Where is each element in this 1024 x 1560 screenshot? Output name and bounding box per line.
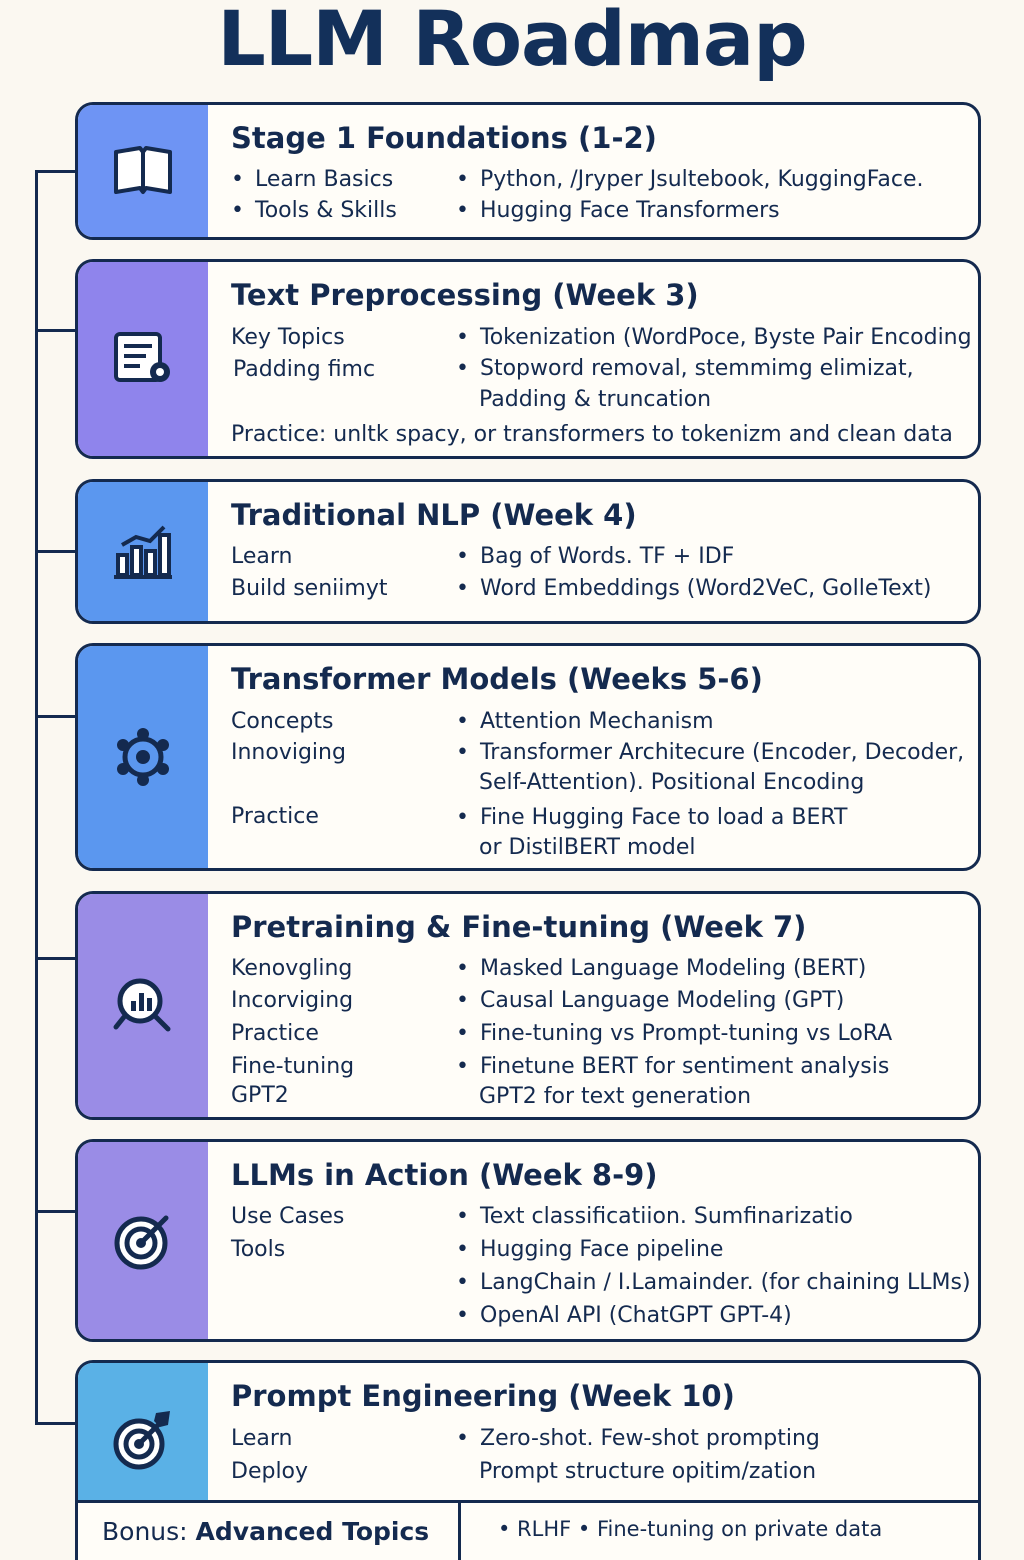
target-icon bbox=[114, 1215, 169, 1269]
bullet-item: • Hugging Face pipeline bbox=[456, 1237, 724, 1262]
timeline-spine bbox=[35, 172, 38, 1424]
network-gear-icon bbox=[117, 728, 169, 786]
bullet-continuation: Padding & truncation bbox=[479, 387, 712, 412]
stage-title: Pretraining & Fine-tuning (Week 7) bbox=[231, 910, 807, 944]
timeline-connector bbox=[35, 957, 77, 960]
bullet-item: • Fine Hugging Face to load a BERT bbox=[456, 805, 848, 830]
stage-label: Fine-tuning bbox=[231, 1054, 355, 1079]
stage-label: Practice bbox=[231, 804, 319, 829]
timeline-connector bbox=[35, 329, 77, 332]
stage-label: Use Cases bbox=[231, 1204, 345, 1229]
open-book-icon bbox=[114, 146, 172, 194]
stage-label: Learn bbox=[231, 544, 293, 569]
bullet-item: • Hugging Face Transformers bbox=[456, 198, 780, 223]
stage-stripe bbox=[78, 646, 208, 868]
stage-label: Innoviging bbox=[231, 740, 346, 765]
stage-label: Padding fimc bbox=[233, 357, 376, 382]
stage-title: LLMs in Action (Week 8-9) bbox=[231, 1158, 658, 1192]
bullet-item: • LangChain / I.Lamainder. (for chaining … bbox=[456, 1270, 971, 1295]
bonus-section: Bonus: Advanced Topics • RLHF • Fine-tun… bbox=[75, 1500, 981, 1560]
stage-card-pretraining-finetuning: Pretraining & Fine-tuning (Week 7) Kenov… bbox=[75, 891, 981, 1120]
stage-label: Concepts bbox=[231, 709, 334, 734]
stage-title: Transformer Models (Weeks 5-6) bbox=[231, 662, 763, 696]
bullet-item: • Zero-shot. Few-shot prompting bbox=[456, 1426, 820, 1451]
stage-stripe bbox=[78, 262, 208, 456]
stage-stripe bbox=[78, 482, 208, 621]
stage-card-traditional-nlp: Traditional NLP (Week 4) Learn Build sen… bbox=[75, 479, 981, 624]
stage-label: Learn bbox=[231, 1426, 293, 1451]
stage-label: Practice bbox=[231, 1021, 319, 1046]
page-title: LLM Roadmap bbox=[217, 0, 807, 83]
bullet-item: • Attention Mechanism bbox=[456, 709, 714, 734]
bullet-item: • Tools & Skills bbox=[231, 198, 397, 223]
bullet-item: • Word Embeddings (Word2VeC, GolleText) bbox=[456, 576, 932, 601]
timeline-connector bbox=[35, 715, 77, 718]
bullet-continuation: Self-Attention). Positional Encoding bbox=[479, 770, 865, 795]
bullet-continuation: Prompt structure opitim/zation bbox=[479, 1459, 817, 1484]
bullet-item: • Causal Language Modeling (GPT) bbox=[456, 988, 845, 1013]
stage-label: Deploy bbox=[231, 1459, 309, 1484]
stage-title: Traditional NLP (Week 4) bbox=[231, 498, 637, 532]
stage-card-transformer-models: Transformer Models (Weeks 5-6) Concepts … bbox=[75, 643, 981, 871]
bullet-item: • Finetune BERT for sentiment analysis bbox=[456, 1054, 890, 1079]
stage-card-prompt-engineering: Prompt Engineering (Week 10) Learn Deplo… bbox=[75, 1360, 981, 1520]
stage-label: Incorviging bbox=[231, 988, 354, 1013]
stage-label: GPT2 bbox=[231, 1083, 289, 1108]
stage-title: Stage 1 Foundations (1-2) bbox=[231, 121, 657, 155]
stage-card-foundations: Stage 1 Foundations (1-2) • Learn Basics … bbox=[75, 102, 981, 240]
stage-stripe bbox=[78, 105, 208, 237]
bonus-heading: Bonus: Advanced Topics bbox=[102, 1517, 430, 1546]
bullet-continuation: or DistilBERT model bbox=[479, 835, 696, 860]
bullet-item: • Learn Basics bbox=[231, 167, 394, 192]
bullet-item: • Python, /Jryper Jsultebook, KuggingFace… bbox=[456, 167, 924, 192]
magnifier-chart-icon bbox=[113, 978, 171, 1031]
stage-title: Text Preprocessing (Week 3) bbox=[231, 278, 699, 312]
bullet-item: • OpenAl API (ChatGPT GPT-4) bbox=[456, 1303, 792, 1328]
document-gear-icon bbox=[114, 332, 170, 382]
bonus-divider bbox=[458, 1503, 461, 1560]
timeline-connector bbox=[35, 1210, 77, 1213]
bullet-item: • Transformer Architecure (Encoder, Decod… bbox=[456, 740, 965, 765]
timeline-connector bbox=[35, 550, 77, 553]
bullet-item: • Tokenization (WordPoce, Byste Pair Enco… bbox=[456, 325, 972, 350]
stage-stripe bbox=[78, 1363, 208, 1517]
stage-label: Key Topics bbox=[231, 325, 345, 350]
target-arrow-icon bbox=[113, 1411, 170, 1470]
timeline-connector bbox=[35, 170, 77, 173]
stage-label: Build seniimyt bbox=[231, 576, 388, 601]
stage-card-llms-in-action: LLMs in Action (Week 8-9) Use Cases Tool… bbox=[75, 1139, 981, 1342]
stage-stripe bbox=[78, 894, 208, 1117]
stage-title: Prompt Engineering (Week 10) bbox=[231, 1379, 735, 1413]
bar-chart-icon bbox=[114, 525, 172, 579]
stage-label: Kenovgling bbox=[231, 956, 353, 981]
stage-stripe bbox=[78, 1142, 208, 1339]
bullet-item: • Fine-tuning vs Prompt-tuning vs LoRA bbox=[456, 1021, 893, 1046]
practice-note: Practice: unltk spacy, or transformers t… bbox=[231, 422, 953, 447]
stage-card-text-preprocessing: Text Preprocessing (Week 3) Key Topics P… bbox=[75, 259, 981, 459]
bullet-item: • Masked Language Modeling (BERT) bbox=[456, 956, 867, 981]
bonus-topics: • RLHF • Fine-tuning on private data bbox=[498, 1517, 883, 1541]
stage-label: Tools bbox=[231, 1237, 286, 1262]
bullet-item: • Text classificatiion. Sumfinarizatio bbox=[456, 1204, 853, 1229]
timeline-connector bbox=[35, 1422, 77, 1425]
bullet-item: • Bag of Words. TF + IDF bbox=[456, 544, 735, 569]
bullet-item: • Stopword removal, stemmimg elimizat, bbox=[456, 356, 914, 381]
bullet-continuation: GPT2 for text generation bbox=[479, 1084, 752, 1109]
